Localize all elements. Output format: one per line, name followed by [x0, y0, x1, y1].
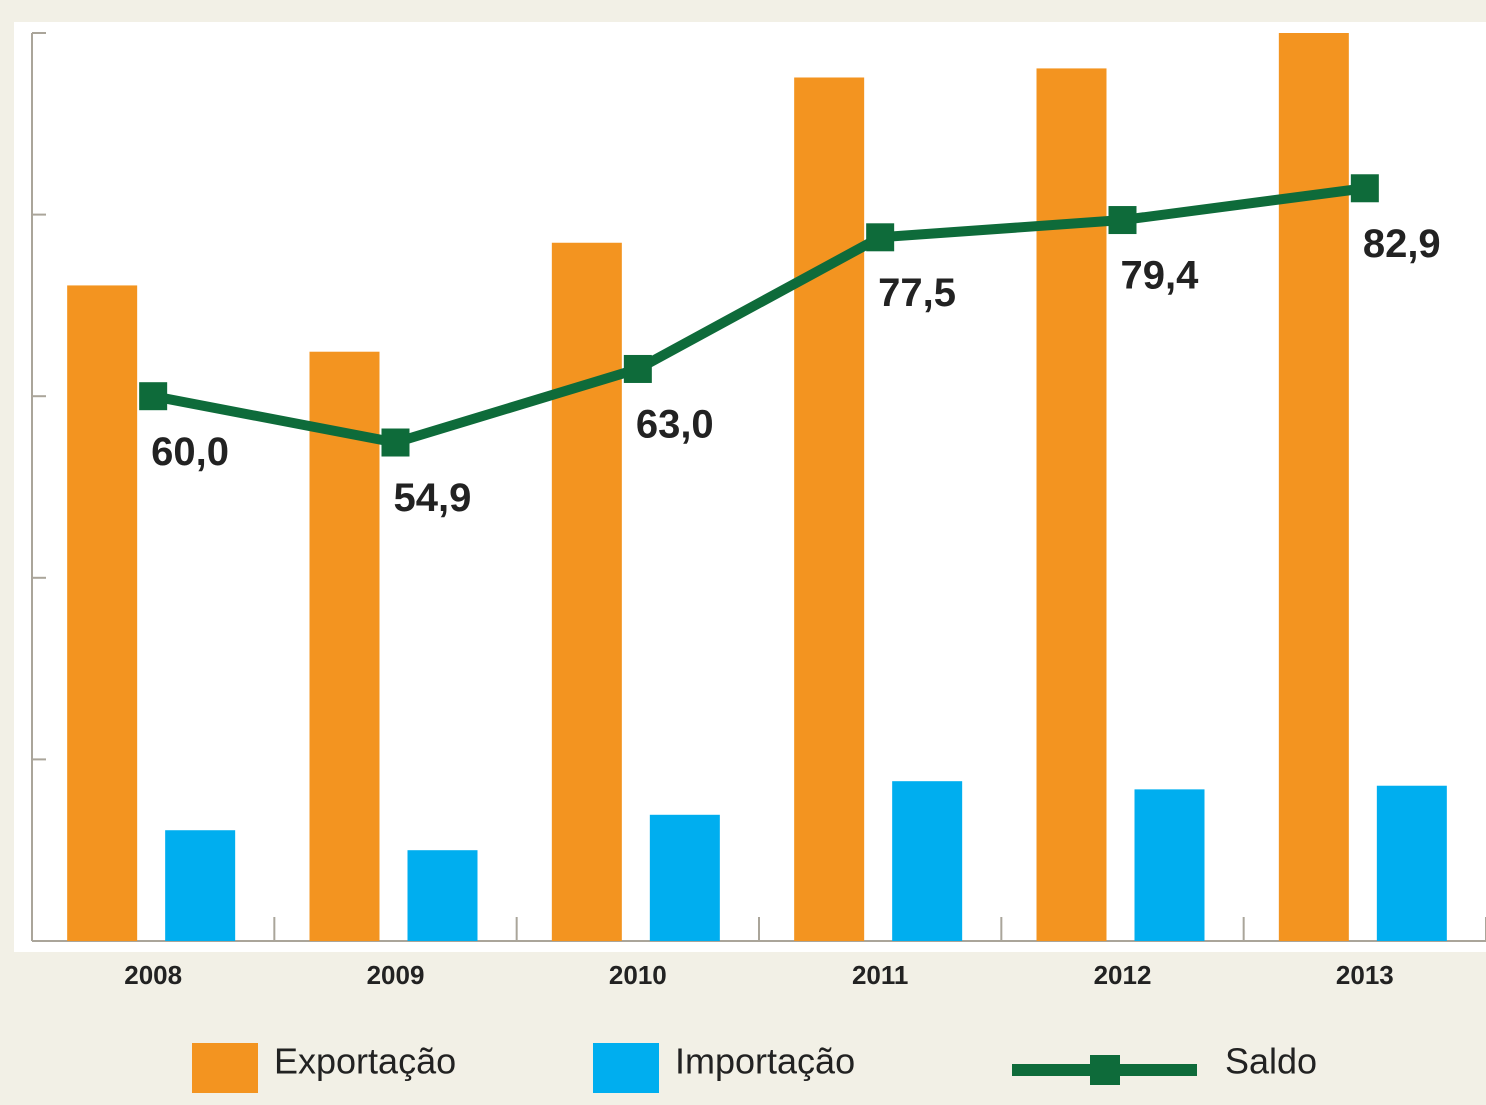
- saldo-marker: [623, 354, 652, 383]
- bar: [67, 285, 138, 941]
- saldo-marker: [1350, 174, 1379, 203]
- x-tick-label: 2010: [609, 960, 667, 990]
- bar: [794, 77, 865, 941]
- bar: [1376, 785, 1447, 941]
- data-label: 77,5: [878, 271, 956, 315]
- bar: [165, 830, 236, 941]
- bar: [1278, 33, 1349, 941]
- saldo-marker: [381, 428, 410, 457]
- data-label: 79,4: [1121, 254, 1200, 298]
- legend-label: Importação: [675, 1041, 855, 1082]
- plot-area: [14, 22, 1486, 952]
- saldo-marker: [139, 382, 168, 411]
- legend-swatch: [192, 1043, 258, 1093]
- bar: [309, 351, 380, 941]
- bar: [407, 850, 478, 941]
- data-label: 63,0: [636, 403, 714, 447]
- bar: [649, 814, 720, 941]
- saldo-line: [152, 183, 1366, 448]
- legend-swatch: [593, 1043, 659, 1093]
- x-tick-label: 2009: [367, 960, 425, 990]
- legend-label: Saldo: [1225, 1041, 1317, 1082]
- x-tick-label: 2013: [1336, 960, 1394, 990]
- bar: [1036, 68, 1107, 942]
- x-tick-label: 2008: [124, 960, 182, 990]
- data-label: 54,9: [394, 476, 472, 520]
- x-tick-label: 2011: [852, 960, 908, 990]
- legend-label: Exportação: [274, 1041, 456, 1082]
- data-label: 60,0: [151, 430, 229, 474]
- legend-marker: [1090, 1055, 1120, 1085]
- data-label: 82,9: [1363, 222, 1441, 266]
- bar: [892, 781, 963, 941]
- bar: [551, 242, 622, 942]
- x-tick-label: 2012: [1094, 960, 1152, 990]
- saldo-marker: [866, 223, 895, 252]
- saldo-marker: [1108, 206, 1137, 235]
- bar: [1134, 789, 1205, 941]
